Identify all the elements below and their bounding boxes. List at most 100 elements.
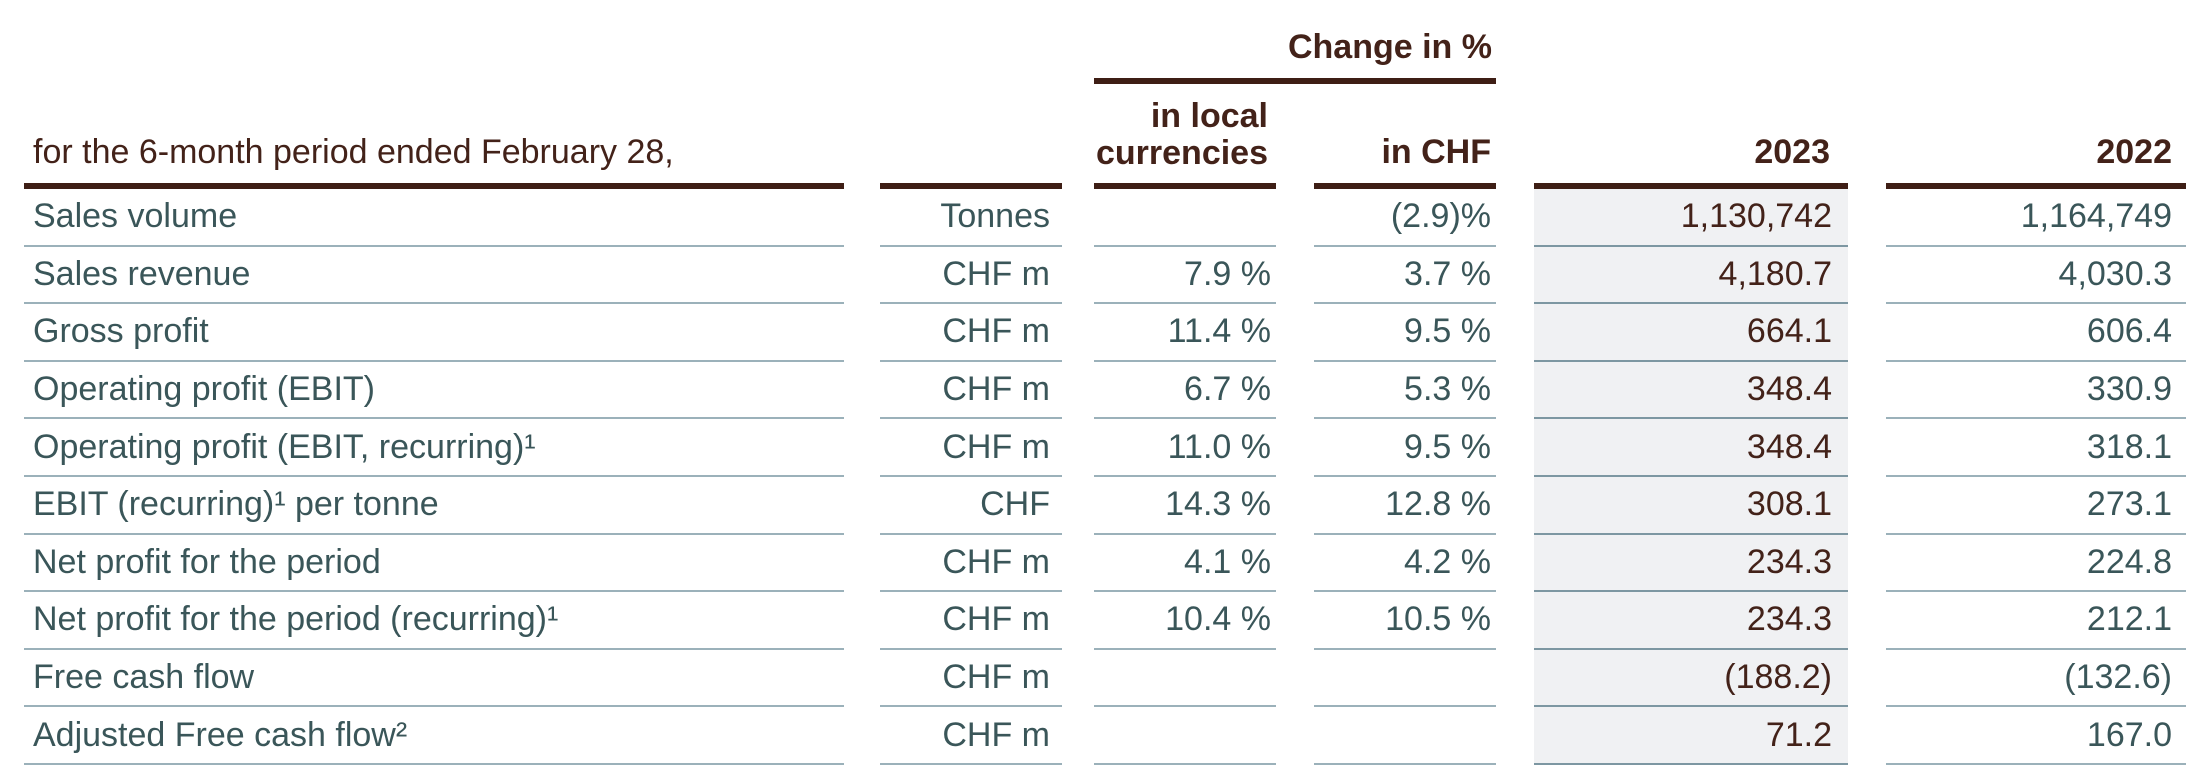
value-2022: 167.0 [1886,706,2186,765]
in-chf-header: in CHF [1314,81,1496,189]
column-gap [1496,186,1534,246]
table-row: Adjusted Free cash flow² CHF m 71.2 167.… [24,706,2186,765]
value-2023: 234.3 [1534,533,1848,593]
change-chf-value [1314,648,1496,708]
change-local-value: 4.1 % [1094,533,1276,593]
column-gap [1496,418,1534,476]
column-gap [1276,534,1314,592]
column-gap [1848,476,1886,534]
column-gap [844,476,880,534]
table-row: Sales revenue CHF m 7.9 % 3.7 % 4,180.7 … [24,245,2186,305]
change-chf-value: 9.5 % [1314,418,1496,477]
value-2022: (132.6) [1886,648,2186,708]
row-label: Adjusted Free cash flow² [24,706,844,765]
value-2023: (188.2) [1534,648,1848,708]
table-row: Sales volume Tonnes (2.9)% 1,130,742 1,1… [24,186,2186,247]
column-gap [1062,649,1094,707]
column-gap [1848,649,1886,707]
column-gap [1276,81,1314,186]
row-unit: CHF m [880,533,1062,593]
row-unit: CHF m [880,591,1062,650]
column-gap [844,81,880,186]
column-gap [1062,418,1094,476]
value-2022: 1,164,749 [1886,186,2186,247]
column-gap [1062,476,1094,534]
table-row: Operating profit (EBIT, recurring)¹ CHF … [24,418,2186,477]
row-unit: CHF m [880,360,1062,420]
column-gap [1062,706,1094,764]
column-gap [844,534,880,592]
table-row: Free cash flow CHF m (188.2) (132.6) [24,648,2186,708]
change-group-header-row: Change in % [24,2,2186,84]
column-gap [1062,246,1094,304]
column-gap [1276,706,1314,764]
column-gap [844,246,880,304]
value-2023: 664.1 [1534,303,1848,362]
row-unit: CHF m [880,418,1062,477]
column-gap [1062,361,1094,419]
value-2023: 348.4 [1534,360,1848,420]
row-label: Free cash flow [24,648,844,708]
table-row: Gross profit CHF m 11.4 % 9.5 % 664.1 60… [24,303,2186,362]
change-chf-value: 3.7 % [1314,245,1496,305]
column-gap [1276,246,1314,304]
column-gap [1848,418,1886,476]
table-body: Sales volume Tonnes (2.9)% 1,130,742 1,1… [24,186,2186,765]
change-local-value: 11.0 % [1094,418,1276,477]
column-gap [1848,246,1886,304]
column-gap [1276,418,1314,476]
change-local-value [1094,186,1276,247]
financial-results-table: Change in % for the 6-month period ended… [24,2,2186,765]
table-row: Net profit for the period CHF m 4.1 % 4.… [24,533,2186,593]
change-chf-value: 10.5 % [1314,591,1496,650]
row-label: EBIT (recurring)¹ per tonne [24,475,844,535]
change-chf-value: 5.3 % [1314,360,1496,420]
column-gap [1848,361,1886,419]
column-gap [1276,649,1314,707]
change-chf-value: 9.5 % [1314,303,1496,362]
column-gap [844,649,880,707]
column-gap [844,2,880,81]
change-local-value [1094,706,1276,765]
column-gap [1496,649,1534,707]
change-local-value [1094,648,1276,708]
column-gap [844,591,880,649]
column-gap [1848,534,1886,592]
column-gap [1848,706,1886,764]
value-2022: 318.1 [1886,418,2186,477]
column-gap [1062,303,1094,361]
column-header-row: for the 6-month period ended February 28… [24,81,2186,189]
column-gap [1062,81,1094,186]
column-gap [1062,591,1094,649]
spacer-cell [1534,2,1848,81]
column-gap [1496,2,1534,81]
change-chf-value: 12.8 % [1314,475,1496,535]
row-unit: CHF m [880,648,1062,708]
unit-column-header [880,81,1062,189]
change-chf-value: (2.9)% [1314,186,1496,247]
row-unit: CHF [880,475,1062,535]
row-label: Operating profit (EBIT) [24,360,844,420]
column-gap [1062,186,1094,246]
row-unit: CHF m [880,706,1062,765]
change-chf-value: 4.2 % [1314,533,1496,593]
table-row: EBIT (recurring)¹ per tonne CHF 14.3 % 1… [24,475,2186,535]
row-label: Gross profit [24,303,844,362]
in-local-currencies-header: in local currencies [1094,81,1276,189]
row-unit: Tonnes [880,186,1062,247]
column-gap [1848,591,1886,649]
row-label: Sales revenue [24,245,844,305]
row-label: Operating profit (EBIT, recurring)¹ [24,418,844,477]
year-2022-header: 2022 [1886,81,2186,189]
change-chf-value [1314,706,1496,765]
column-gap [1496,81,1534,186]
column-gap [1276,591,1314,649]
column-gap [1276,186,1314,246]
period-header: for the 6-month period ended February 28… [24,81,844,189]
column-gap [1276,303,1314,361]
value-2022: 212.1 [1886,591,2186,650]
column-gap [844,361,880,419]
change-local-value: 6.7 % [1094,360,1276,420]
column-gap [844,186,880,246]
value-2022: 4,030.3 [1886,245,2186,305]
